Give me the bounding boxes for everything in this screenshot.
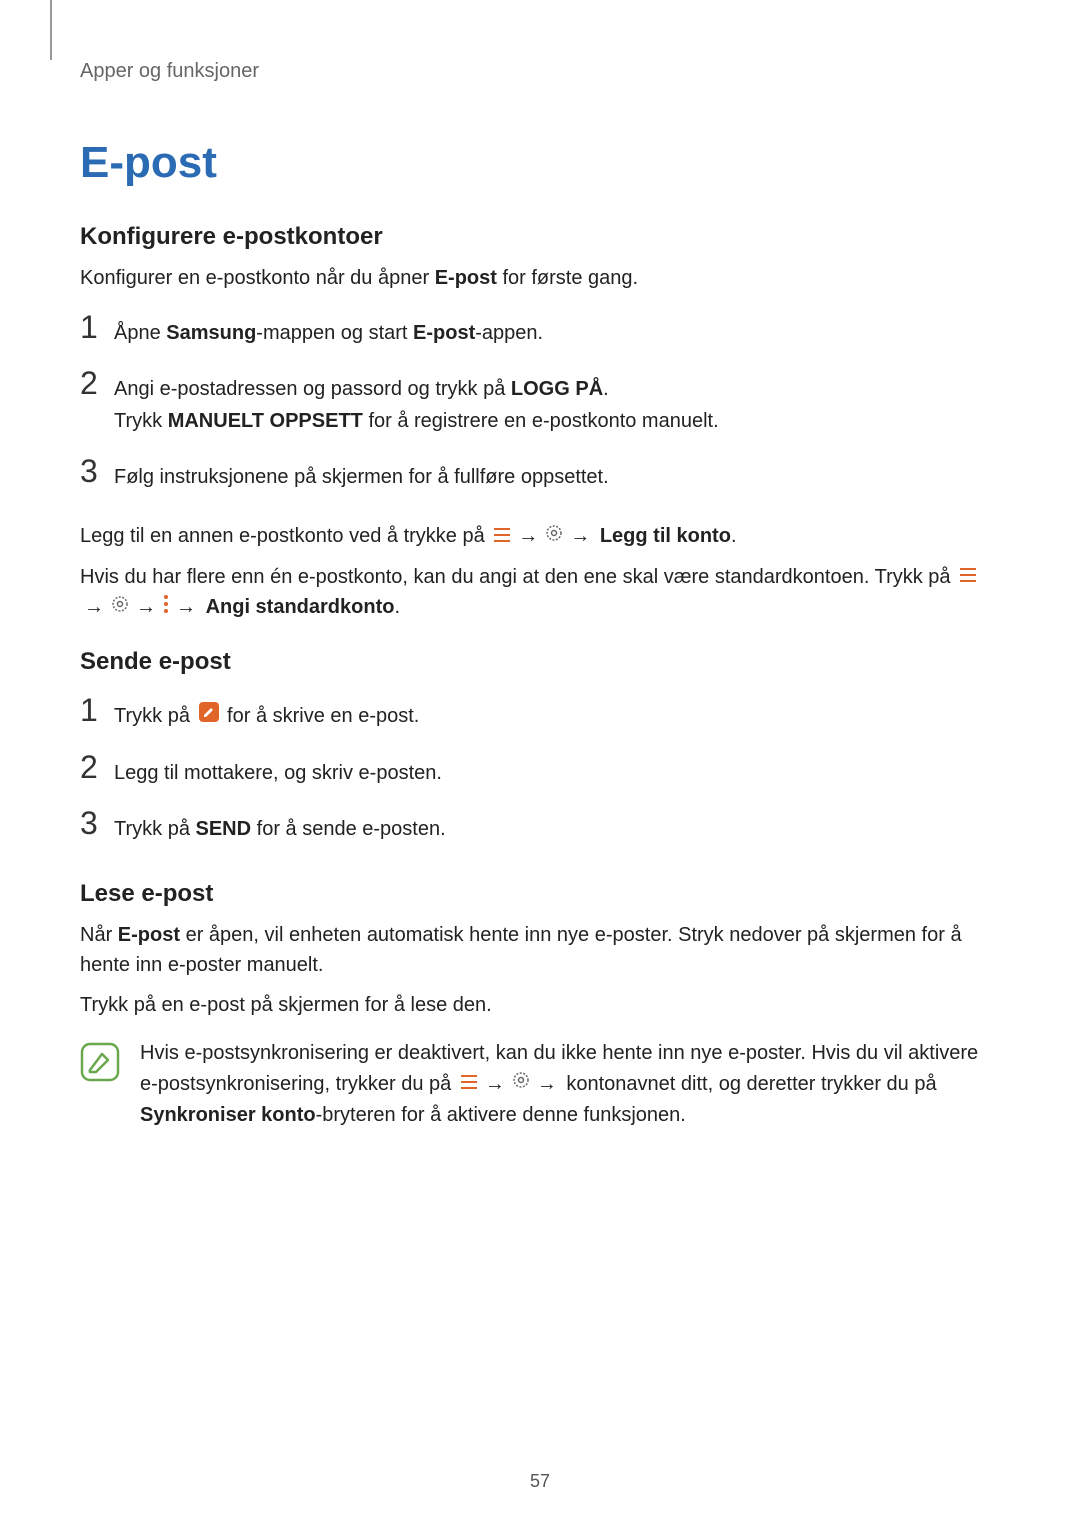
text-bold: SEND: [196, 818, 252, 840]
text: Når: [80, 924, 118, 946]
heading-konfigurere: Konfigurere e-postkontoer: [80, 223, 1000, 251]
text: Legg til mottakere, og skriv e-posten.: [114, 751, 442, 789]
heading-sende: Sende e-post: [80, 648, 1000, 676]
menu-icon: [459, 1069, 479, 1100]
more-icon: [162, 593, 170, 623]
text: -appen.: [475, 322, 543, 344]
page-title: E-post: [80, 138, 1000, 188]
note-block: Hvis e-postsynkronisering er deaktivert,…: [80, 1038, 1000, 1131]
text-bold: E-post: [435, 267, 497, 289]
lese-p1: Når E-post er åpen, vil enheten automati…: [80, 920, 1000, 980]
gear-icon: [544, 522, 564, 552]
konfig-add-account: Legg til en annen e-postkonto ved å tryk…: [80, 521, 1000, 552]
step-number: 2: [80, 367, 114, 399]
konfig-intro: Konfigurer en e-postkonto når du åpner E…: [80, 263, 1000, 293]
arrow-icon: →: [176, 596, 196, 618]
sende-step-2: 2 Legg til mottakere, og skriv e-posten.: [80, 751, 1000, 789]
heading-lese: Lese e-post: [80, 880, 1000, 908]
text: Trykk på: [114, 818, 196, 840]
sende-step-1: 1 Trykk på for å skrive en e-post.: [80, 694, 1000, 733]
step-number: 3: [80, 807, 114, 839]
step-number: 2: [80, 751, 114, 783]
text: .: [731, 525, 737, 547]
konfig-step-1: 1 Åpne Samsung-mappen og start E-post-ap…: [80, 311, 1000, 349]
text: Hvis du har flere enn én e-postkonto, ka…: [80, 566, 956, 588]
step-number: 1: [80, 694, 114, 726]
text: for å sende e-posten.: [251, 818, 446, 840]
konfig-multi-account: Hvis du har flere enn én e-postkonto, ka…: [80, 562, 1000, 623]
text: .: [603, 378, 609, 400]
text-bold: Angi standardkonto: [206, 596, 395, 618]
text-bold: E-post: [413, 322, 475, 344]
konfig-step-3: 3 Følg instruksjonene på skjermen for å …: [80, 455, 1000, 493]
arrow-icon: →: [570, 525, 590, 547]
text: for første gang.: [497, 267, 638, 289]
text-bold: Legg til konto: [600, 525, 731, 547]
text: Trykk på: [114, 705, 196, 727]
text: Trykk: [114, 410, 168, 432]
text-bold: Samsung: [166, 322, 256, 344]
sende-step-3: 3 Trykk på SEND for å sende e-posten.: [80, 807, 1000, 845]
text-bold: LOGG PÅ: [511, 378, 603, 400]
arrow-icon: →: [537, 1073, 557, 1095]
gear-icon: [110, 593, 130, 623]
menu-icon: [492, 522, 512, 552]
gear-icon: [511, 1069, 531, 1100]
lese-p2: Trykk på en e-post på skjermen for å les…: [80, 990, 1000, 1020]
arrow-icon: →: [136, 596, 156, 618]
compose-icon: [198, 701, 220, 733]
text: er åpen, vil enheten automatisk hente in…: [80, 924, 962, 976]
breadcrumb: Apper og funksjoner: [80, 60, 1000, 83]
text: kontonavnet ditt, og deretter trykker du…: [561, 1073, 937, 1095]
text: .: [394, 596, 400, 618]
arrow-icon: →: [518, 525, 538, 547]
arrow-icon: →: [485, 1073, 505, 1095]
text: Følg instruksjonene på skjermen for å fu…: [114, 455, 609, 493]
menu-icon: [958, 562, 978, 592]
text: for å skrive en e-post.: [222, 705, 420, 727]
text-bold: Synkroniser konto: [140, 1104, 316, 1126]
text: Konfigurer en e-postkonto når du åpner: [80, 267, 435, 289]
page-number: 57: [0, 1471, 1080, 1492]
text: -mappen og start: [256, 322, 413, 344]
text: Åpne: [114, 322, 166, 344]
step-number: 1: [80, 311, 114, 343]
arrow-icon: →: [84, 596, 104, 618]
note-icon: [80, 1042, 120, 1082]
text-bold: MANUELT OPPSETT: [168, 410, 363, 432]
text: for å registrere en e-postkonto manuelt.: [363, 410, 719, 432]
text: Angi e-postadressen og passord og trykk …: [114, 378, 511, 400]
text-bold: E-post: [118, 924, 180, 946]
step-number: 3: [80, 455, 114, 487]
text: Legg til en annen e-postkonto ved å tryk…: [80, 525, 490, 547]
text: -bryteren for å aktivere denne funksjone…: [316, 1104, 686, 1126]
konfig-step-2: 2 Angi e-postadressen og passord og tryk…: [80, 367, 1000, 437]
